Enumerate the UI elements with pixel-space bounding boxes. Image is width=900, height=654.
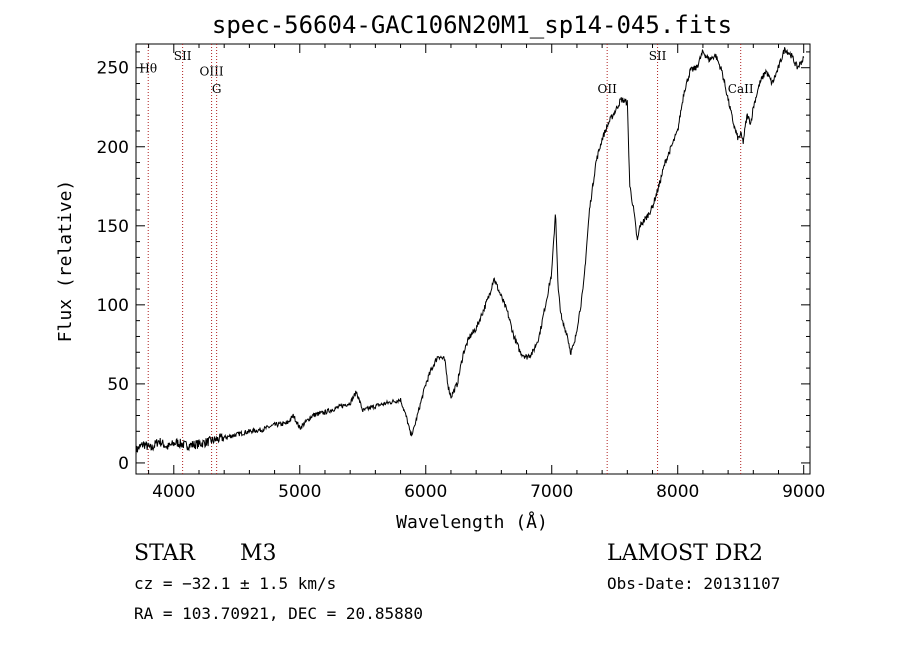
spectral-line-label: OIII: [200, 65, 224, 79]
x-tick-label: 7000: [530, 482, 573, 502]
coords-text: RA = 103.70921, DEC = 20.85880: [134, 604, 423, 623]
plot-frame: [135, 43, 811, 475]
spectrum-series: [135, 47, 805, 456]
x-tick-label: 8000: [656, 482, 699, 502]
x-axis-label: Wavelength (Å): [396, 511, 548, 533]
x-tick-label: 4000: [152, 482, 195, 502]
y-tick-label: 150: [97, 217, 129, 237]
x-tick-label: 6000: [404, 482, 447, 502]
spectral-line-markers: Hθ SII OIII G OII SII CaII: [139, 44, 754, 474]
spectral-line-label: OII: [598, 82, 618, 96]
y-axis-ticks: 0 50 100 150 200 250: [97, 51, 810, 474]
spectral-line-label: Hθ: [139, 61, 157, 75]
redshift-text: cz = −32.1 ± 1.5 km/s: [134, 574, 336, 593]
y-axis-label: Flux (relative): [55, 180, 76, 343]
survey-label: LAMOST DR2: [607, 541, 763, 566]
y-tick-label: 50: [107, 375, 129, 395]
y-tick-label: 200: [97, 138, 129, 158]
plot-border: [135, 43, 811, 475]
x-tick-label: 9000: [782, 482, 825, 502]
y-tick-label: 100: [97, 296, 129, 316]
y-tick-label: 250: [97, 59, 129, 79]
spectral-line-label: SII: [174, 49, 192, 63]
spectral-line-label: CaII: [728, 82, 754, 96]
obs-date-text: Obs-Date: 20131107: [607, 574, 780, 593]
spectral-line-label: SII: [649, 49, 667, 63]
x-tick-label: 5000: [278, 482, 321, 502]
flux-line: [135, 47, 805, 456]
object-subclass: M3: [240, 541, 277, 566]
x-axis-ticks: 4000 5000 6000 7000 8000 9000: [148, 44, 825, 502]
y-tick-label: 0: [118, 454, 129, 474]
object-class: STAR: [134, 541, 196, 566]
spectral-line-label: G: [212, 82, 222, 96]
chart-title: spec-56604-GAC106N20M1_sp14-045.fits: [212, 11, 732, 39]
